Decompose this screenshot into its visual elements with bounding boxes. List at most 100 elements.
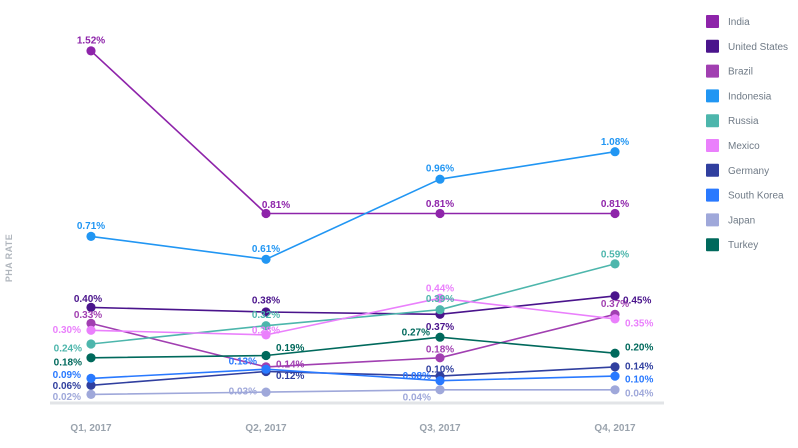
data-point-japan-q3-2017[interactable] bbox=[435, 385, 445, 395]
data-point-south-korea-q4-2017[interactable] bbox=[610, 371, 620, 381]
series-line-united-states bbox=[90, 295, 616, 316]
data-point-mexico-q4-2017[interactable] bbox=[610, 314, 620, 324]
data-point-turkey-q1-2017[interactable] bbox=[86, 353, 96, 363]
data-point-indonesia-q2-2017[interactable] bbox=[261, 254, 271, 264]
data-label-south-korea-q1-2017: 0.09% bbox=[53, 370, 81, 381]
data-label-russia-q4-2017: 0.59% bbox=[601, 249, 629, 260]
data-labels: 1.52%0.81% 0.81% 0.81%0.40% 0.38%0.37%0.45%… bbox=[53, 35, 654, 403]
data-point-indonesia-q1-2017[interactable] bbox=[86, 231, 96, 241]
data-label-turkey-q2-2017: 0.19% bbox=[276, 343, 304, 354]
legend-label-indonesia: Indonesia bbox=[728, 91, 772, 102]
data-label-turkey-q1-2017: 0.18% bbox=[54, 357, 82, 368]
data-point-mexico-q2-2017[interactable] bbox=[261, 330, 271, 340]
data-point-indonesia-q4-2017[interactable] bbox=[610, 147, 620, 157]
data-label-germany-q1-2017: 0.06% bbox=[53, 381, 81, 392]
data-label-russia-q1-2017: 0.24% bbox=[54, 344, 82, 355]
legend-label-united-states: United States bbox=[728, 42, 788, 53]
data-label-south-korea-q2-2017: 0.13% bbox=[229, 357, 257, 368]
series-line-japan bbox=[90, 388, 615, 396]
data-point-japan-q4-2017[interactable] bbox=[610, 385, 620, 395]
data-point-brazil-q1-2017[interactable] bbox=[86, 318, 96, 328]
data-label-indonesia-q1-2017: 0.71% bbox=[77, 221, 105, 232]
legend-item-germany[interactable]: Germany bbox=[706, 163, 769, 177]
legend-item-united-states[interactable]: United States bbox=[706, 39, 788, 53]
data-point-germany-q1-2017[interactable] bbox=[86, 380, 96, 390]
data-label-germany-q3-2017: 0.10% bbox=[426, 365, 454, 376]
x-axis: Q1, 2017 Q2, 2017 Q3, 2017 Q4, 2017 bbox=[50, 401, 664, 434]
series-line-germany bbox=[90, 366, 616, 387]
x-tick-label-q4-2017: Q4, 2017 bbox=[594, 423, 636, 434]
data-label-brazil-q2-2017: 0.14% bbox=[276, 359, 304, 370]
data-point-brazil-q3-2017[interactable] bbox=[435, 353, 445, 363]
legend-item-brazil[interactable]: Brazil bbox=[706, 64, 753, 78]
data-label-russia-q2-2017: 0.32% bbox=[252, 310, 280, 321]
data-point-japan-q2-2017[interactable] bbox=[261, 387, 271, 397]
data-label-japan-q3-2017: 0.04% bbox=[403, 392, 431, 403]
data-point-united-states-q1-2017[interactable] bbox=[86, 302, 96, 312]
legend-item-india[interactable]: India bbox=[706, 15, 750, 28]
data-point-united-states-q4-2017[interactable] bbox=[610, 291, 620, 301]
data-point-india-q2-2017[interactable] bbox=[261, 208, 271, 219]
series-line-russia bbox=[90, 263, 616, 345]
data-label-turkey-q4-2017: 0.20% bbox=[625, 343, 653, 354]
data-point-south-korea-q1-2017[interactable] bbox=[86, 373, 96, 383]
data-point-japan-q1-2017[interactable] bbox=[86, 389, 96, 399]
data-label-japan-q1-2017: 0.02% bbox=[53, 392, 81, 403]
data-point-india-q4-2017[interactable] bbox=[610, 208, 620, 219]
series-points bbox=[86, 46, 620, 399]
data-label-united-states-q3-2017: 0.37% bbox=[426, 322, 454, 333]
data-label-germany-q4-2017: 0.14% bbox=[625, 361, 653, 372]
data-point-germany-q4-2017[interactable] bbox=[610, 362, 620, 372]
data-point-turkey-q2-2017[interactable] bbox=[261, 350, 271, 361]
legend-swatch-south-korea bbox=[706, 188, 719, 202]
data-point-russia-q2-2017[interactable] bbox=[261, 321, 271, 331]
data-label-japan-q4-2017: 0.04% bbox=[625, 388, 653, 399]
data-label-mexico-q1-2017: 0.30% bbox=[53, 325, 81, 336]
legend-swatch-indonesia bbox=[706, 89, 719, 103]
series-line-south-korea bbox=[90, 368, 616, 382]
legend-item-indonesia[interactable]: Indonesia bbox=[706, 89, 772, 103]
data-label-brazil-q3-2017: 0.18% bbox=[426, 344, 454, 355]
x-tick-label-q2-2017: Q2, 2017 bbox=[245, 423, 287, 434]
data-label-mexico-q4-2017: 0.35% bbox=[625, 318, 653, 329]
data-point-turkey-q4-2017[interactable] bbox=[610, 348, 620, 358]
data-point-mexico-q3-2017[interactable] bbox=[435, 293, 445, 303]
legend-item-russia[interactable]: Russia bbox=[706, 114, 759, 128]
legend-item-japan[interactable]: Japan bbox=[706, 213, 755, 227]
legend-item-turkey[interactable]: Turkey bbox=[706, 238, 758, 252]
data-point-russia-q1-2017[interactable] bbox=[86, 339, 96, 349]
legend-label-south-korea: South Korea bbox=[728, 191, 784, 202]
data-point-south-korea-q3-2017[interactable] bbox=[435, 376, 445, 386]
legend-item-south-korea[interactable]: South Korea bbox=[706, 188, 784, 202]
legend-label-turkey: Turkey bbox=[728, 240, 758, 251]
series-line-mexico bbox=[90, 297, 616, 336]
data-point-russia-q4-2017[interactable] bbox=[610, 259, 620, 269]
data-point-india-q3-2017[interactable] bbox=[435, 208, 445, 219]
data-point-united-states-q2-2017[interactable] bbox=[261, 307, 271, 317]
legend-label-germany: Germany bbox=[728, 166, 769, 177]
series-line-indonesia bbox=[90, 150, 616, 261]
series-line-turkey bbox=[90, 336, 616, 359]
data-label-indonesia-q4-2017: 1.08% bbox=[601, 137, 629, 148]
data-point-russia-q3-2017[interactable] bbox=[435, 305, 445, 315]
data-point-turkey-q3-2017[interactable] bbox=[435, 332, 445, 342]
data-point-indonesia-q3-2017[interactable] bbox=[435, 174, 445, 184]
legend-swatch-mexico bbox=[706, 139, 719, 152]
data-point-south-korea-q2-2017[interactable] bbox=[261, 364, 271, 374]
data-label-germany-q2-2017: 0.12% bbox=[276, 371, 304, 382]
x-tick-label-q3-2017: Q3, 2017 bbox=[419, 423, 461, 434]
data-label-indonesia-q3-2017: 0.96% bbox=[426, 164, 454, 175]
data-label-united-states-q2-2017: 0.38% bbox=[252, 296, 280, 307]
legend-item-mexico[interactable]: Mexico bbox=[706, 139, 760, 152]
legend-swatch-japan bbox=[706, 213, 719, 227]
y-axis-title: PHA RATE bbox=[4, 234, 14, 282]
legend-swatch-turkey bbox=[706, 238, 719, 252]
data-point-mexico-q1-2017[interactable] bbox=[86, 325, 96, 335]
legend-swatch-india bbox=[706, 15, 719, 28]
data-label-india-q4-2017: 0.81% bbox=[601, 199, 629, 210]
data-point-india-q1-2017[interactable] bbox=[86, 46, 96, 56]
data-label-india-q2-2017: 0.81% bbox=[262, 200, 290, 211]
data-label-mexico-q2-2017: 0.28% bbox=[252, 325, 280, 336]
